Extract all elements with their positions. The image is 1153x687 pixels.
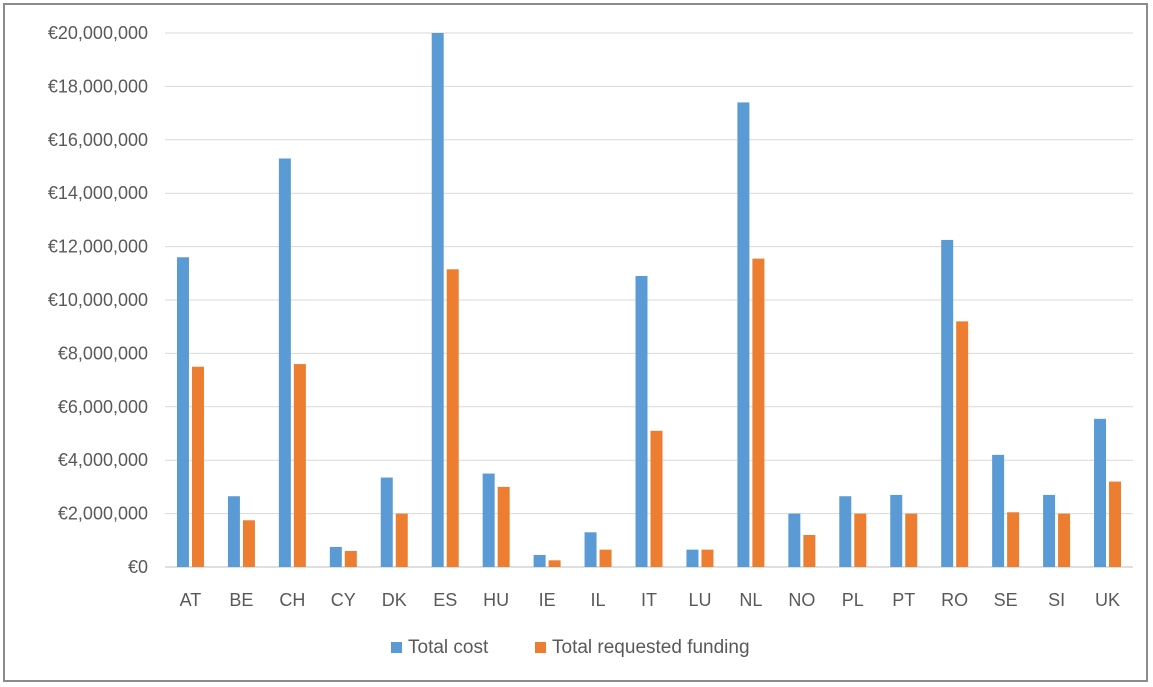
bar-requested-funding-pl [854, 513, 867, 567]
legend-label: Total requested funding [552, 637, 750, 658]
bar-total-cost-se [992, 454, 1005, 567]
x-tick-label: CH [279, 590, 305, 610]
x-tick-label: NL [739, 590, 762, 610]
x-tick-label: RO [941, 590, 968, 610]
bar-requested-funding-it [650, 430, 663, 567]
bar-requested-funding-dk [395, 513, 408, 567]
bar-requested-funding-si [1058, 513, 1071, 567]
bar-total-cost-ie [533, 554, 546, 567]
bar-requested-funding-at [191, 366, 204, 567]
x-tick-label: SE [994, 590, 1018, 610]
bar-total-cost-si [1043, 494, 1056, 567]
y-tick-label: €2,000,000 [58, 504, 148, 524]
bar-requested-funding-lu [701, 549, 714, 567]
x-tick-label: SI [1048, 590, 1065, 610]
y-tick-label: €10,000,000 [48, 290, 148, 310]
y-tick-label: €16,000,000 [48, 130, 148, 150]
gridlines [165, 32, 1133, 568]
bar-total-cost-il [584, 532, 597, 567]
bar-total-cost-dk [380, 477, 393, 567]
x-tick-label: IT [641, 590, 657, 610]
y-tick-label: €18,000,000 [48, 76, 148, 96]
y-tick-label: €8,000,000 [58, 343, 148, 363]
x-axis-tick-labels: AT BE CH CY DK ES HU IE IL IT LU NL NO PL PT RO SE SI UK [180, 590, 1120, 610]
bar-requested-funding-hu [497, 486, 510, 567]
bar-total-cost-es [431, 33, 444, 567]
bar-requested-funding-uk [1109, 481, 1122, 567]
bars [176, 33, 1122, 568]
y-tick-label: €0 [128, 557, 148, 577]
bar-total-cost-lu [686, 549, 699, 567]
x-tick-label: IL [591, 590, 606, 610]
bar-requested-funding-se [1007, 512, 1020, 567]
x-tick-label: DK [382, 590, 407, 610]
bar-requested-funding-ch [293, 364, 306, 567]
x-tick-label: PT [892, 590, 915, 610]
y-tick-label: €4,000,000 [58, 450, 148, 470]
x-tick-label: ES [433, 590, 457, 610]
bar-requested-funding-ie [548, 560, 561, 567]
bar-total-cost-cy [329, 546, 342, 567]
x-tick-label: AT [180, 590, 202, 610]
legend-label: Total cost [408, 637, 489, 658]
bar-total-cost-pt [890, 494, 903, 567]
x-tick-label: NO [788, 590, 815, 610]
bar-total-cost-at [176, 257, 189, 567]
bar-total-cost-pl [839, 496, 852, 567]
bar-total-cost-ch [278, 158, 291, 568]
bar-requested-funding-ro [956, 321, 969, 567]
x-tick-label: PL [842, 590, 864, 610]
legend: Total cost Total requested funding [391, 637, 750, 658]
bar-requested-funding-no [803, 534, 816, 567]
x-tick-label: LU [688, 590, 711, 610]
bar-requested-funding-cy [344, 550, 357, 567]
bar-requested-funding-il [599, 549, 612, 567]
bar-requested-funding-pt [905, 513, 918, 567]
bar-total-cost-hu [482, 473, 495, 567]
y-tick-label: €12,000,000 [48, 237, 148, 257]
y-tick-label: €6,000,000 [58, 397, 148, 417]
bar-requested-funding-es [446, 269, 459, 567]
x-tick-label: UK [1095, 590, 1120, 610]
bar-total-cost-nl [737, 102, 750, 568]
x-tick-label: CY [331, 590, 356, 610]
bar-total-cost-no [788, 513, 801, 567]
bar-total-cost-ro [941, 239, 954, 568]
legend-swatch [535, 642, 546, 653]
bar-total-cost-be [227, 496, 240, 567]
bar-requested-funding-nl [752, 258, 765, 567]
bar-requested-funding-be [242, 520, 255, 567]
y-tick-label: €14,000,000 [48, 183, 148, 203]
y-axis-tick-labels: €0 €2,000,000 €4,000,000 €6,000,000 €8,000,0… [48, 23, 148, 577]
y-tick-label: €20,000,000 [48, 23, 148, 43]
bar-total-cost-it [635, 275, 648, 567]
bar-total-cost-uk [1094, 418, 1107, 567]
legend-swatch [391, 642, 402, 653]
x-tick-label: BE [229, 590, 253, 610]
x-tick-label: IE [539, 590, 556, 610]
x-tick-label: HU [483, 590, 509, 610]
